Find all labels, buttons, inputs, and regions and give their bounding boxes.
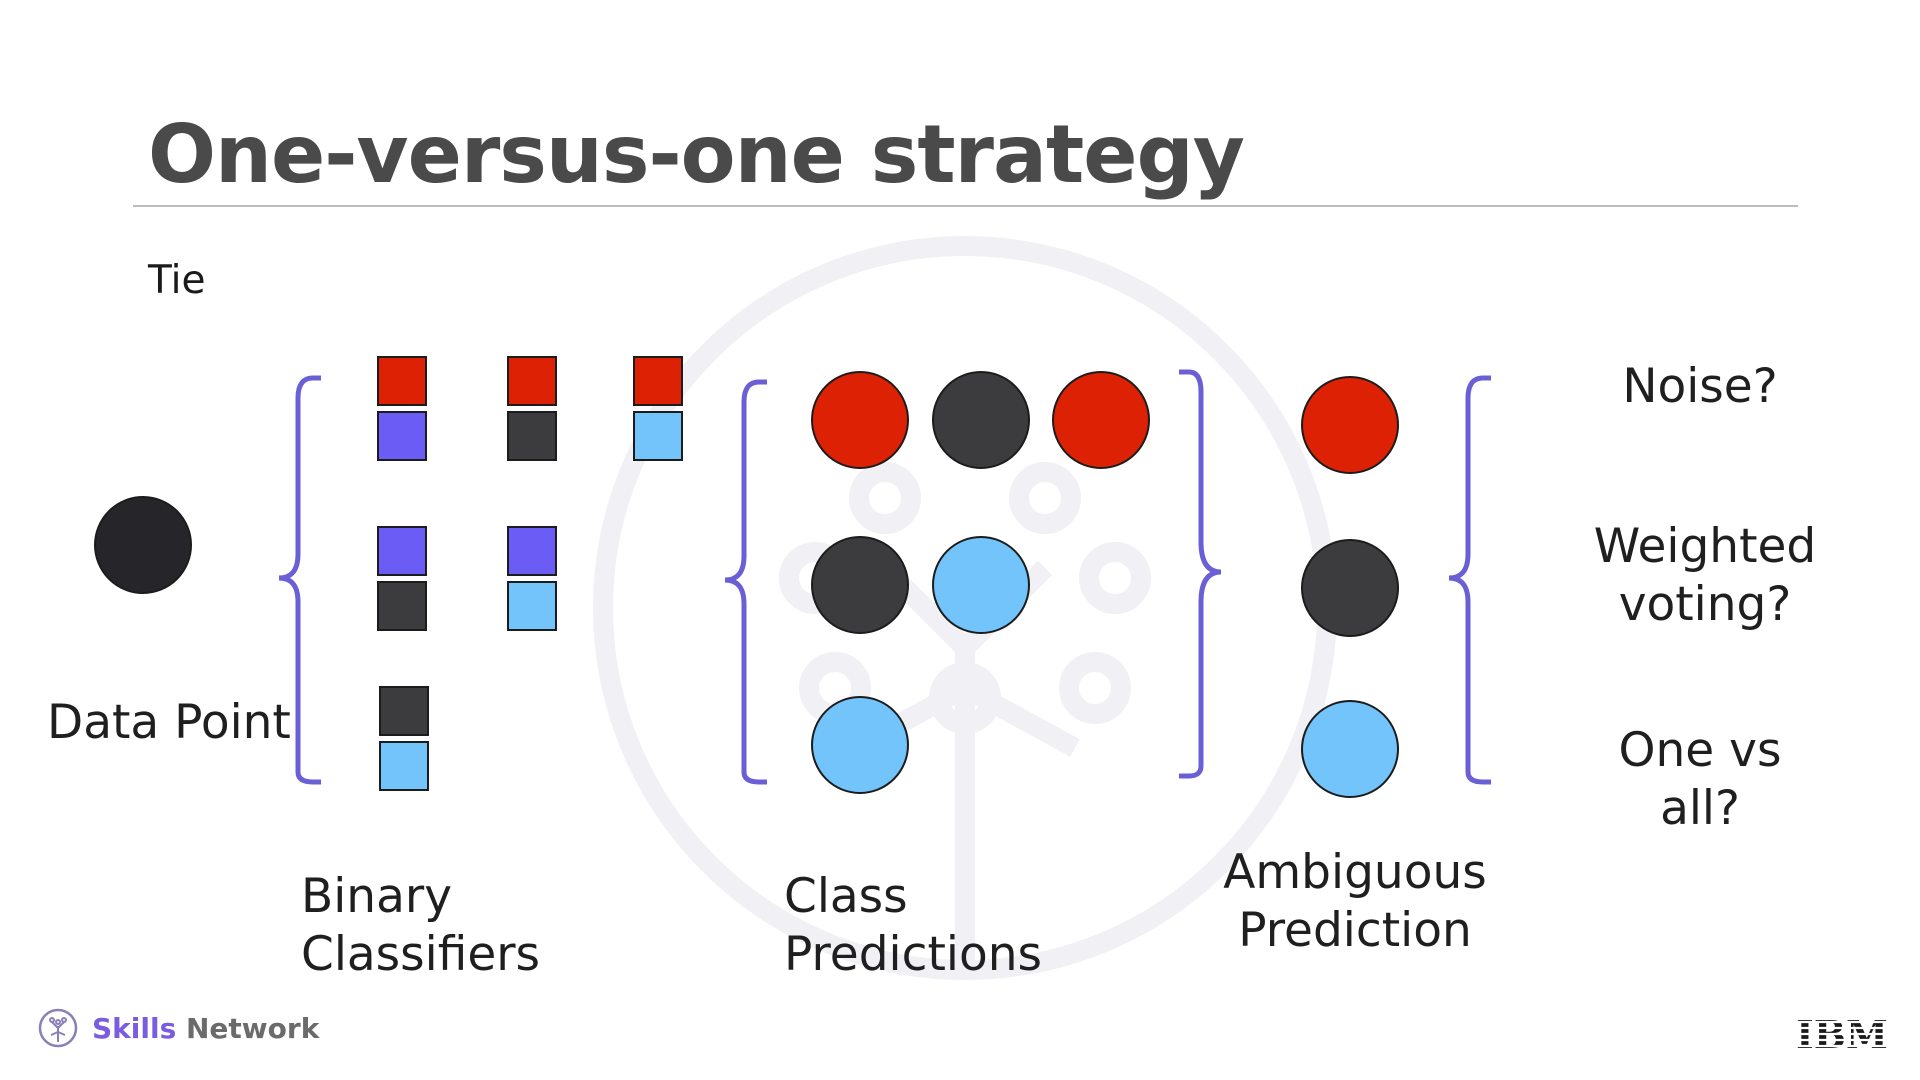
skills-network-brand: Skills Network — [38, 1008, 319, 1048]
ibm-logo-icon: IBM — [1792, 1014, 1892, 1054]
classifier-red-square — [633, 356, 683, 406]
class-predictions-bracket-right — [1179, 369, 1222, 779]
noise-label: Noise? — [1622, 359, 1778, 414]
classifier-lightblue-square — [633, 411, 683, 461]
prediction-dark-circle — [811, 536, 909, 634]
classifier-dark-square — [507, 411, 557, 461]
ambiguous-prediction-label: Ambiguous Prediction — [1223, 845, 1487, 958]
skills-network-logo-icon — [38, 1008, 78, 1048]
class-predictions-bracket-left — [724, 379, 767, 785]
classifier-red-square — [377, 356, 427, 406]
binary-classifiers-label: Binary Classifiers — [301, 869, 541, 982]
classifier-red-square — [507, 356, 557, 406]
prediction-dark-circle — [932, 371, 1030, 469]
classifier-lightblue-square — [507, 581, 557, 631]
classifier-lightblue-square — [379, 741, 429, 791]
prediction-lightblue-circle — [811, 696, 909, 794]
slide-title: One-versus-one strategy — [148, 108, 1245, 201]
data-point-label: Data Point — [47, 695, 291, 750]
binary-classifiers-bracket — [278, 375, 321, 785]
classifier-violet-square — [377, 526, 427, 576]
ambiguous-lightblue-circle — [1301, 700, 1399, 798]
data-point-circle — [94, 496, 192, 594]
prediction-red-circle — [1052, 371, 1150, 469]
ambiguous-dark-circle — [1301, 539, 1399, 637]
title-underline — [133, 205, 1798, 207]
ambiguous-prediction-bracket — [1448, 375, 1491, 785]
brand-network-text: Network — [186, 1011, 320, 1045]
classifier-violet-square — [377, 411, 427, 461]
slide-subtitle: Tie — [148, 258, 206, 303]
one-vs-all-label: One vs all? — [1618, 723, 1782, 836]
classifier-dark-square — [377, 581, 427, 631]
ambiguous-red-circle — [1301, 376, 1399, 474]
classifier-violet-square — [507, 526, 557, 576]
class-predictions-label: Class Predictions — [784, 869, 1042, 982]
brand-skills-text: Skills — [92, 1011, 177, 1045]
weighted-voting-label: Weighted voting? — [1593, 519, 1817, 632]
classifier-dark-square — [379, 686, 429, 736]
prediction-red-circle — [811, 371, 909, 469]
prediction-lightblue-circle — [932, 536, 1030, 634]
